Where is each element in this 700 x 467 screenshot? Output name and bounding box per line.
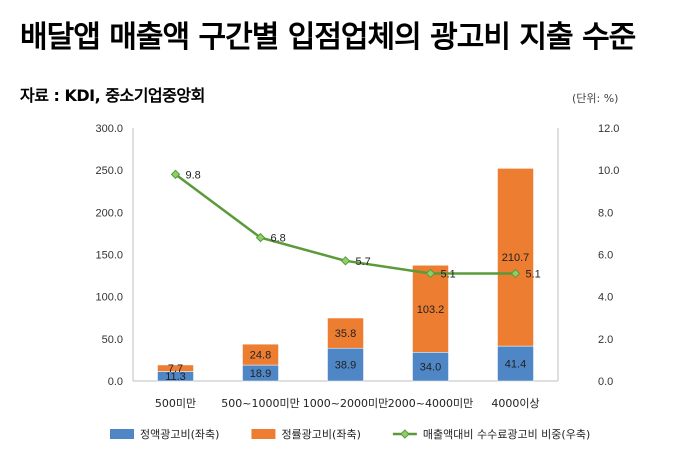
line-value-label: 5.1	[526, 268, 541, 280]
y-right-tick-label: 2.0	[598, 334, 613, 346]
bar-rate-ad	[157, 364, 194, 372]
y-left-tick-label: 100.0	[95, 292, 123, 304]
line-point	[340, 256, 351, 266]
line-point	[510, 268, 521, 279]
source-note: 자료 : KDI, 중소기업중앙회	[20, 86, 205, 105]
y-right-tick-label: 8.0	[598, 207, 613, 219]
bar-value-label: 35.8	[335, 328, 356, 340]
y-right-tick-label: 0.0	[598, 376, 613, 388]
y-left-tick-label: 50.0	[102, 334, 123, 346]
bar-value-label: 11.3	[165, 371, 186, 383]
y-right-tick-label: 6.0	[598, 250, 613, 262]
x-tick-label: 2000~4000미만	[388, 397, 473, 410]
line-point	[425, 268, 436, 279]
page-title: 배달앱 매출액 구간별 입점업체의 광고비 지출 수준	[20, 20, 636, 55]
x-tick-label: 500~1000미만	[221, 397, 299, 410]
bar-fixed-ad	[327, 347, 364, 382]
bar-fixed-ad	[497, 345, 534, 382]
bar-rate-ad	[412, 265, 449, 353]
x-tick-label: 1000~2000미만	[303, 397, 388, 410]
legend-label: 정률광고비(좌축)	[281, 428, 360, 441]
bar-value-label: 18.9	[250, 368, 271, 380]
y-left-tick-label: 0.0	[108, 376, 123, 388]
legend-swatch	[251, 429, 276, 439]
y-right-tick-label: 4.0	[598, 292, 613, 304]
x-tick-label: 4000이상	[491, 397, 539, 410]
y-left-tick-label: 300.0	[95, 123, 123, 135]
bar-rate-ad	[497, 168, 534, 347]
y-left-tick-label: 250.0	[95, 165, 123, 177]
bar-value-label: 24.8	[250, 350, 271, 362]
y-right-tick-label: 10.0	[598, 165, 619, 177]
bar-rate-ad	[242, 343, 279, 366]
bar-rate-ad	[327, 317, 364, 349]
bar-value-label: 41.4	[505, 359, 526, 371]
legend-label: 매출액대비 수수료광고비 비중(우축)	[423, 428, 590, 441]
line-value-label: 6.8	[271, 233, 286, 245]
line-value-label: 5.1	[441, 268, 456, 280]
unit-note: (단위: %)	[572, 92, 619, 105]
bar-value-label: 38.9	[335, 360, 356, 372]
legend-label: 정액광고비(좌축)	[140, 428, 219, 441]
bar-fixed-ad	[412, 352, 449, 382]
line-value-label: 9.8	[186, 169, 201, 181]
bar-value-label: 103.2	[417, 304, 445, 316]
legend-swatch	[110, 429, 134, 439]
bar-value-label: 7.7	[168, 363, 183, 375]
y-left-tick-label: 200.0	[95, 207, 123, 219]
x-tick-label: 500미만	[155, 397, 196, 410]
bar-value-label: 210.7	[502, 252, 530, 264]
y-left-tick-label: 150.0	[95, 250, 123, 262]
y-right-tick-label: 12.0	[598, 123, 619, 135]
bar-value-label: 34.0	[420, 362, 441, 374]
legend-marker	[400, 429, 410, 439]
line-value-label: 5.7	[356, 256, 371, 268]
line-point	[255, 232, 266, 243]
line-point	[170, 169, 181, 180]
